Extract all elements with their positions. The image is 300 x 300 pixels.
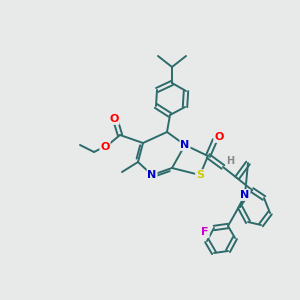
Text: H: H — [226, 156, 234, 166]
Text: S: S — [196, 170, 204, 180]
Text: O: O — [214, 132, 224, 142]
Text: O: O — [109, 114, 119, 124]
Text: N: N — [147, 170, 157, 180]
Text: N: N — [240, 190, 250, 200]
Text: F: F — [201, 227, 209, 237]
Text: O: O — [100, 142, 110, 152]
Text: N: N — [180, 140, 190, 150]
